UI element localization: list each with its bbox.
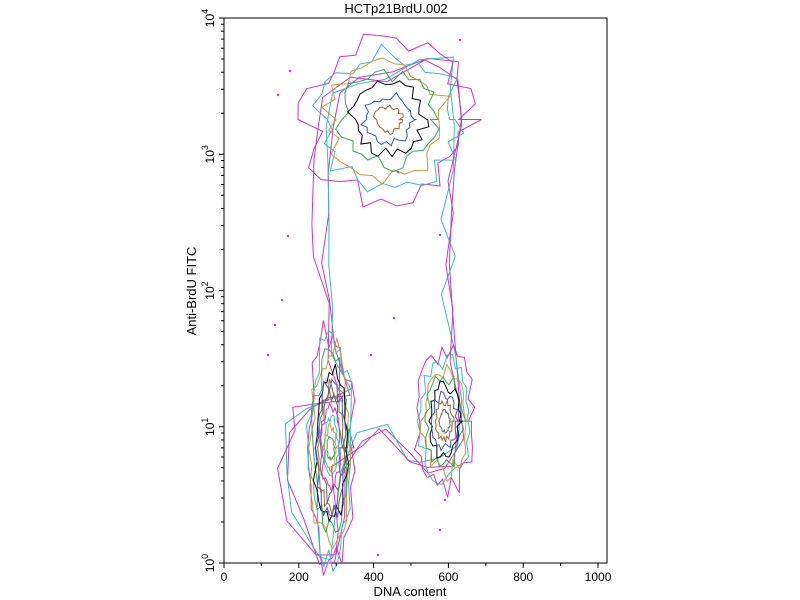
y-axis-ticks: 100 101 102 103 104 — [200, 9, 224, 572]
outlier-event — [392, 316, 396, 320]
outlier-event — [273, 323, 277, 327]
y-tick-label: 101 — [200, 418, 217, 436]
contour-level-g1 — [323, 422, 338, 473]
outlier-event — [276, 93, 280, 97]
contour-level-g1 — [320, 402, 341, 493]
contour-level-g1 — [308, 336, 351, 550]
contour-level-sphasebrdu — [320, 57, 451, 186]
x-tick-label: 800 — [513, 570, 533, 584]
contour-envelope — [286, 57, 465, 565]
outlier-event — [438, 528, 442, 532]
outlier-event — [396, 170, 400, 174]
contour-level-sphasebrdu — [346, 80, 430, 158]
contour-level-g1 — [326, 435, 336, 461]
contour-envelope — [284, 56, 463, 561]
contour-level-g1 — [322, 414, 340, 477]
contour-level-g2m — [416, 353, 471, 485]
contour-level-sphasebrdu — [334, 68, 440, 173]
contour-level-g1 — [305, 329, 353, 573]
outlier-event — [458, 38, 462, 42]
contour-level-sphasebrdu — [311, 43, 465, 193]
y-tick-label: 104 — [200, 9, 217, 27]
x-tick-label: 1000 — [585, 570, 612, 584]
contour-level-g2m — [413, 343, 476, 498]
contour-level-g2m — [428, 380, 464, 459]
y-tick-label: 102 — [200, 281, 217, 299]
x-tick-label: 400 — [364, 570, 384, 584]
outlier-event — [266, 353, 270, 357]
x-axis-ticks: 0 200 400 600 800 1000 — [221, 563, 612, 584]
contour-level-sphasebrdu — [360, 91, 418, 147]
contour-level-g2m — [438, 408, 452, 434]
contour-level-g1 — [314, 378, 347, 518]
outlier-event — [288, 69, 292, 73]
chart-title: HCTp21BrdU.002 — [344, 1, 447, 16]
outlier-event — [286, 234, 290, 238]
contour-envelope — [277, 59, 463, 556]
contour-level-g2m — [419, 363, 467, 483]
contour-level-g1 — [307, 320, 356, 576]
outlier-event — [280, 298, 284, 302]
outlier-event — [369, 353, 373, 357]
contour-level-g2m — [430, 390, 460, 452]
x-tick-label: 600 — [438, 570, 458, 584]
contour-layer — [266, 33, 482, 576]
x-tick-label: 200 — [289, 570, 309, 584]
contour-level-g1 — [310, 348, 350, 534]
outlier-event — [438, 233, 442, 237]
outlier-event — [443, 498, 447, 502]
outlier-event — [376, 553, 380, 557]
contour-level-g1 — [317, 378, 346, 517]
y-tick-label: 103 — [200, 145, 217, 163]
contour-level-sphasebrdu — [373, 104, 404, 135]
y-tick-label: 100 — [200, 554, 217, 572]
x-axis-label: DNA content — [374, 584, 447, 599]
contour-level-g2m — [434, 398, 455, 443]
x-tick-label: 0 — [221, 570, 228, 584]
y-axis-label: Anti-BrdU FITC — [184, 247, 199, 336]
